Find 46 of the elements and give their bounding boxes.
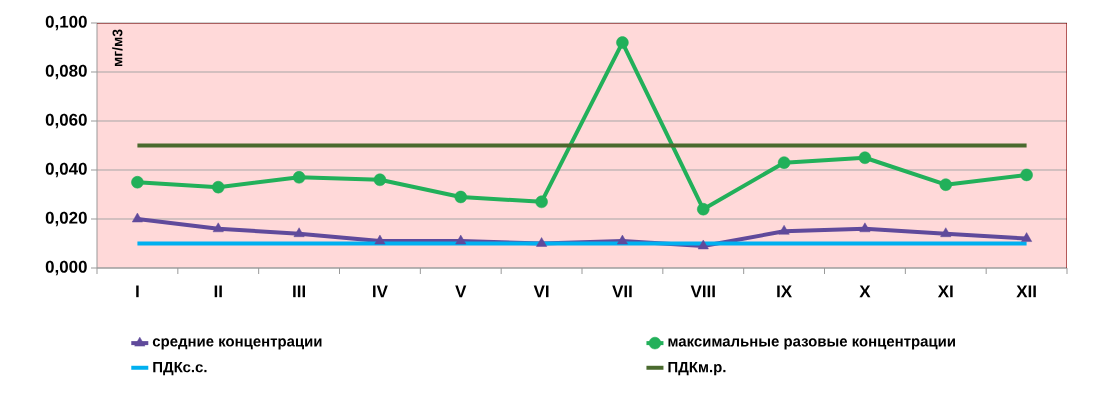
y-tick-label: 0,080 (45, 64, 87, 80)
y-tick-label: 0,000 (45, 260, 87, 276)
legend-label: средние концентрации (152, 338, 322, 350)
y-tick-label: 0,040 (45, 162, 87, 178)
point (212, 180, 225, 194)
x-tick-label: XII (1016, 285, 1036, 298)
legend-label: максимальные разовые концентрации (668, 338, 955, 350)
x-tick-label: III (293, 285, 306, 298)
point (859, 222, 871, 233)
x-tick-label: V (455, 285, 467, 298)
y-axis-title: мг/м3 (112, 29, 123, 67)
point (536, 237, 548, 247)
point (374, 234, 386, 245)
point (212, 222, 224, 233)
point (939, 178, 952, 191)
point (455, 234, 467, 245)
point (940, 227, 952, 237)
point (778, 225, 790, 235)
point (617, 234, 628, 245)
x-tick-label: VI (533, 285, 549, 298)
point (1021, 232, 1033, 242)
y-tick-label: 0,060 (45, 113, 87, 129)
x-tick-label: I (136, 285, 139, 298)
point (293, 227, 305, 237)
point (697, 202, 710, 216)
point (454, 190, 467, 204)
y-tick-label: 0,100 (45, 15, 87, 31)
x-tick-label: VIII (690, 285, 715, 298)
point (131, 176, 144, 189)
x-tick-label: IX (777, 285, 792, 298)
x-tick-label: IV (373, 285, 388, 298)
point (131, 212, 143, 223)
x-tick-label: II (214, 285, 222, 298)
point (777, 156, 791, 169)
legend-label: ПДКс.с. (153, 361, 207, 376)
x-tick-label: VII (612, 285, 632, 298)
point (697, 239, 709, 250)
x-tick-label: XI (937, 285, 953, 298)
x-tick-label: X (859, 285, 871, 298)
point (535, 195, 548, 209)
point (858, 151, 872, 164)
y-tick-label: 0,020 (45, 211, 87, 227)
legend-label: ПДКм.р. (668, 361, 726, 376)
point (373, 173, 387, 187)
point (292, 171, 306, 184)
point (1020, 168, 1033, 182)
